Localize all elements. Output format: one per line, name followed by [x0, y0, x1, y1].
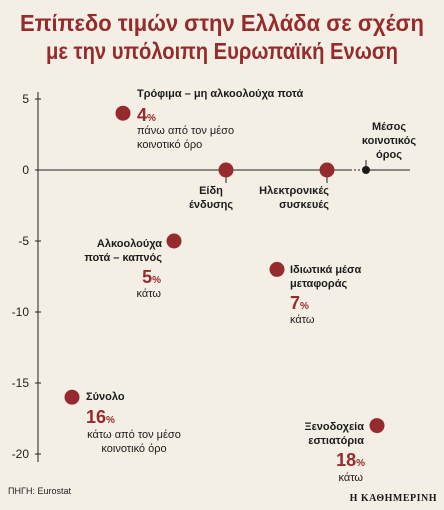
chart-title-line-1: Επίπεδο τιμών στην Ελλάδα σε σχέση: [20, 10, 424, 36]
point-clothing: [218, 162, 234, 178]
point-label: μεταφοράς: [290, 278, 347, 290]
point-note: κάτω: [136, 288, 161, 300]
reference-label: κοινοτικός: [362, 135, 417, 147]
point-label: Ηλεκτρονικές: [259, 185, 329, 197]
publisher-logo: Η ΚΑΘΗΜΕΡΙΝΗ: [350, 493, 437, 504]
point-label: Ξενοδοχεία: [304, 421, 364, 433]
point-note: κάτω: [290, 314, 315, 326]
point-note: κάτω από τον μέσο: [87, 429, 181, 441]
point-total: [64, 389, 80, 405]
point-label: Τρόφιμα – μη αλκοολούχα ποτά: [137, 88, 303, 100]
reference-label: Μέσος: [372, 121, 406, 133]
reference-label: όρος: [376, 149, 402, 161]
y-tick-label: -5: [18, 234, 29, 248]
y-ticks: 5 0 -5 -10 -15 -20: [12, 92, 41, 461]
point-label: Σύνολο: [86, 391, 125, 403]
point-note: κοινοτικό όρο: [101, 443, 166, 455]
label-alcohol-tobacco: Αλκοολούχα ποτά – καπνός 5% κάτω: [84, 238, 162, 300]
chart-title-line-2: με την υπόλοιπη Ευρωπαϊκή Ενωση: [46, 38, 398, 64]
data-label: 16%: [86, 407, 115, 427]
point-hotels-restaurants: [369, 418, 385, 434]
point-label: συσκευές: [279, 199, 329, 211]
y-tick-label: 0: [22, 163, 29, 177]
point-private-transport: [269, 261, 285, 277]
label-food: Τρόφιμα – μη αλκοολούχα ποτά 4% πάνω από…: [137, 88, 303, 151]
point-eu-average: [362, 166, 370, 174]
point-label: Είδη: [199, 185, 223, 197]
label-total: Σύνολο 16% κάτω από τον μέσο κοινοτικό ό…: [86, 391, 181, 455]
point-note: κοινοτικό όρο: [137, 139, 202, 151]
label-hotels-restaurants: Ξενοδοχεία εστιατόρια 18% κάτω: [304, 421, 365, 484]
y-tick-label: -20: [12, 447, 30, 461]
source-note: ΠΗΓΗ: Eurostat: [8, 486, 71, 496]
point-label: ποτά – καπνός: [84, 252, 162, 264]
data-label: 18%: [336, 450, 365, 470]
point-note: πάνω από τον μέσο: [137, 125, 234, 137]
y-tick-label: 5: [22, 92, 29, 106]
label-electronics: Ηλεκτρονικές συσκευές: [259, 185, 329, 211]
point-alcohol-tobacco: [166, 233, 182, 249]
point-electronics: [319, 162, 335, 178]
label-eu-average: Μέσος κοινοτικός όρος: [362, 121, 417, 161]
point-label: ένδυσης: [189, 199, 233, 211]
point-label: εστιατόρια: [308, 435, 364, 447]
data-label: 7%: [290, 293, 309, 313]
data-label: 4%: [137, 105, 156, 125]
data-label: 5%: [142, 267, 161, 287]
point-note: κάτω: [338, 472, 363, 484]
label-clothing: Είδη ένδυσης: [189, 185, 233, 211]
point-label: Ιδιωτικά μέσα: [290, 264, 362, 276]
point-food: [115, 105, 131, 121]
y-tick-label: -10: [12, 305, 30, 319]
point-label: Αλκοολούχα: [97, 238, 162, 250]
label-private-transport: Ιδιωτικά μέσα μεταφοράς 7% κάτω: [290, 264, 362, 326]
y-tick-label: -15: [12, 376, 30, 390]
